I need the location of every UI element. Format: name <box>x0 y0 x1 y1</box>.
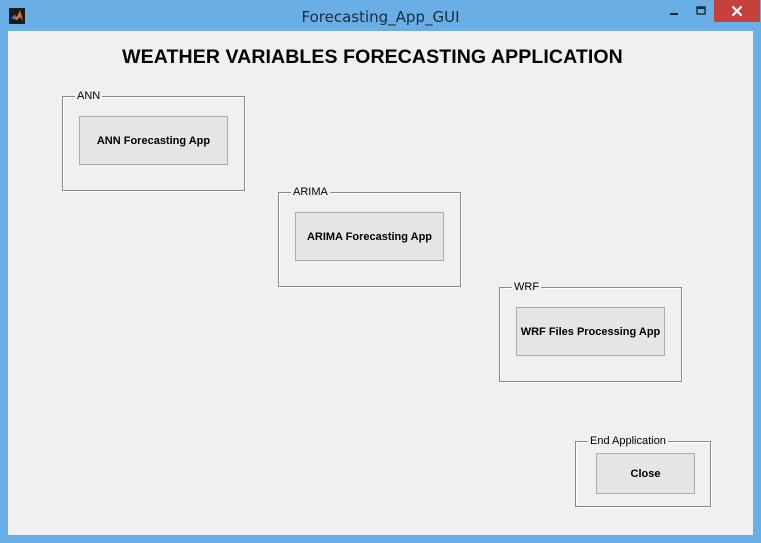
arima-panel: ARIMA ARIMA Forecasting App <box>278 185 461 287</box>
ann-forecasting-app-button[interactable]: ANN Forecasting App <box>79 116 228 165</box>
arima-panel-title: ARIMA <box>291 185 330 199</box>
wrf-panel: WRF WRF Files Processing App <box>499 280 682 382</box>
window-title: Forecasting_App_GUI <box>301 8 460 26</box>
matlab-icon <box>9 8 25 24</box>
minimize-icon <box>670 13 678 15</box>
arima-forecasting-app-button[interactable]: ARIMA Forecasting App <box>295 212 444 261</box>
ann-panel: ANN ANN Forecasting App <box>62 89 245 191</box>
wrf-files-processing-app-button[interactable]: WRF Files Processing App <box>516 307 665 356</box>
wrf-panel-title: WRF <box>512 280 542 294</box>
ann-panel-title: ANN <box>75 89 103 103</box>
client-area: WEATHER VARIABLES FORECASTING APPLICATIO… <box>8 31 753 535</box>
minimize-button[interactable] <box>660 0 688 22</box>
close-icon <box>731 5 743 17</box>
maximize-button[interactable] <box>688 0 714 22</box>
close-window-button[interactable] <box>714 0 760 22</box>
close-button[interactable]: Close <box>596 453 695 494</box>
maximize-icon <box>696 6 706 15</box>
end-application-panel: End Application Close <box>575 434 711 507</box>
page-title: WEATHER VARIABLES FORECASTING APPLICATIO… <box>122 46 623 68</box>
title-bar[interactable]: Forecasting_App_GUI <box>0 0 761 31</box>
end-application-panel-title: End Application <box>588 434 668 448</box>
